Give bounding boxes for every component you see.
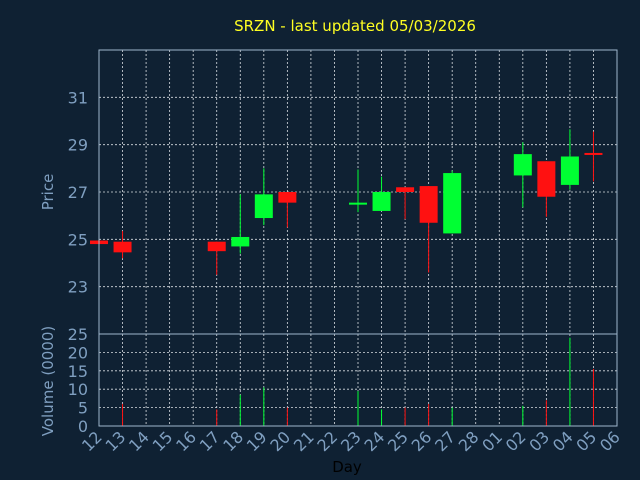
x-tick-label: 06 xyxy=(596,427,624,455)
volume-tick-label: 15 xyxy=(68,362,88,381)
volume-tick-label: 5 xyxy=(78,399,88,418)
price-tick-label: 31 xyxy=(68,88,88,107)
price-axis-label: Price xyxy=(39,174,57,211)
candle-body xyxy=(372,192,391,211)
candle-body xyxy=(419,186,438,223)
candle-body xyxy=(254,194,273,219)
candle-body xyxy=(349,202,367,205)
volume-tick-label: 10 xyxy=(68,380,88,399)
candle-body xyxy=(278,192,297,203)
volume-tick-label: 20 xyxy=(68,343,88,362)
candle-body xyxy=(231,236,250,247)
candle-body xyxy=(113,241,132,253)
volume-tick-label: 25 xyxy=(68,325,88,344)
x-axis-label: Day xyxy=(332,458,362,476)
candle-body xyxy=(207,241,226,252)
candle-body xyxy=(396,187,415,192)
candle-body xyxy=(560,156,579,185)
candle-body xyxy=(537,161,556,197)
candle-body xyxy=(584,152,603,155)
volume-tick-label: 0 xyxy=(78,417,88,436)
price-tick-label: 29 xyxy=(68,136,88,155)
volume-panel-frame xyxy=(98,333,618,427)
price-tick-label: 25 xyxy=(68,230,88,249)
price-tick-label: 27 xyxy=(68,183,88,202)
price-tick-label: 23 xyxy=(68,278,88,297)
candle-body xyxy=(443,173,462,234)
chart-title: SRZN - last updated 05/03/2026 xyxy=(234,17,476,35)
candle-body xyxy=(513,154,532,176)
volume-axis-label: Volume (0000) xyxy=(39,326,57,436)
